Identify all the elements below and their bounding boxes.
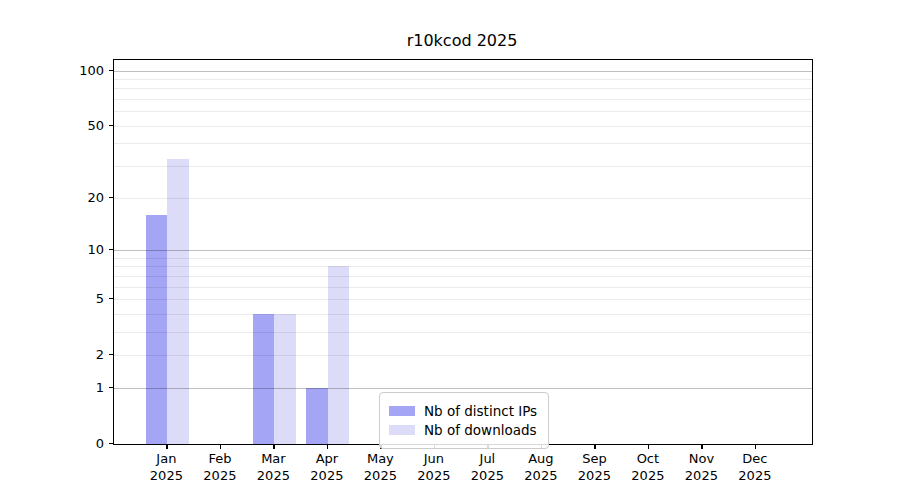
legend-swatch-icon <box>389 425 415 435</box>
y-tick-label: 0 <box>0 437 104 450</box>
y-tick-label: 20 <box>0 191 104 204</box>
y-axis-tick <box>109 387 113 388</box>
y-axis-tick <box>109 70 113 71</box>
x-tick-label: Feb 2025 <box>190 450 250 484</box>
figure: r10kcod 2025 Nb of distinct IPs Nb of dow… <box>0 0 900 500</box>
gridline-minor <box>114 276 812 277</box>
gridline-minor <box>114 99 812 100</box>
y-axis-tick <box>109 298 113 299</box>
bar-distinct-ips <box>253 314 275 444</box>
x-tick-label: Oct 2025 <box>618 450 678 484</box>
plot-area: Nb of distinct IPs Nb of downloads <box>113 59 813 445</box>
legend-item: Nb of distinct IPs <box>389 403 537 419</box>
gridline-minor <box>114 166 812 167</box>
y-tick-label: 100 <box>0 64 104 77</box>
gridline-minor <box>114 88 812 89</box>
gridline-minor <box>114 332 812 333</box>
gridline-minor <box>114 126 812 127</box>
gridline-minor <box>114 355 812 356</box>
bar-distinct-ips <box>306 388 328 444</box>
y-axis-tick <box>109 197 113 198</box>
gridline-major <box>114 388 812 389</box>
legend-label: Nb of distinct IPs <box>424 403 537 419</box>
y-axis-tick <box>109 354 113 355</box>
y-axis-tick <box>109 249 113 250</box>
gridline-minor <box>114 258 812 259</box>
y-axis-tick <box>109 125 113 126</box>
y-tick-label: 1 <box>0 381 104 394</box>
legend-label: Nb of downloads <box>424 422 537 438</box>
x-tick-label: Aug 2025 <box>511 450 571 484</box>
gridline-minor <box>114 266 812 267</box>
chart-title: r10kcod 2025 <box>113 31 811 50</box>
gridline-major <box>114 71 812 72</box>
x-tick-label: Apr 2025 <box>297 450 357 484</box>
gridline-minor <box>114 299 812 300</box>
x-axis-tick <box>648 445 649 449</box>
gridline-minor <box>114 111 812 112</box>
gridline-minor <box>114 287 812 288</box>
legend-swatch-icon <box>389 406 415 416</box>
gridline-minor <box>114 79 812 80</box>
x-tick-label: Dec 2025 <box>725 450 785 484</box>
y-axis-tick <box>109 443 113 444</box>
gridline-minor <box>114 314 812 315</box>
legend-item: Nb of downloads <box>389 422 537 438</box>
x-tick-label: Jun 2025 <box>404 450 464 484</box>
x-tick-label: May 2025 <box>350 450 410 484</box>
y-tick-label: 2 <box>0 348 104 361</box>
bar-downloads <box>274 314 296 444</box>
x-axis-tick <box>327 445 328 449</box>
x-tick-label: Nov 2025 <box>671 450 731 484</box>
x-axis-tick <box>166 445 167 449</box>
x-axis-tick <box>273 445 274 449</box>
x-tick-label: Jul 2025 <box>457 450 517 484</box>
y-tick-label: 5 <box>0 292 104 305</box>
x-axis-tick <box>220 445 221 449</box>
x-axis-tick <box>755 445 756 449</box>
y-tick-label: 50 <box>0 119 104 132</box>
x-axis-tick <box>701 445 702 449</box>
bar-downloads <box>167 159 189 444</box>
legend: Nb of distinct IPs Nb of downloads <box>379 392 549 449</box>
x-axis-tick <box>594 445 595 449</box>
x-tick-label: Jan 2025 <box>136 450 196 484</box>
y-tick-label: 10 <box>0 243 104 256</box>
x-tick-label: Sep 2025 <box>564 450 624 484</box>
x-tick-label: Mar 2025 <box>243 450 303 484</box>
gridline-minor <box>114 198 812 199</box>
gridline-minor <box>114 143 812 144</box>
gridline-major <box>114 250 812 251</box>
